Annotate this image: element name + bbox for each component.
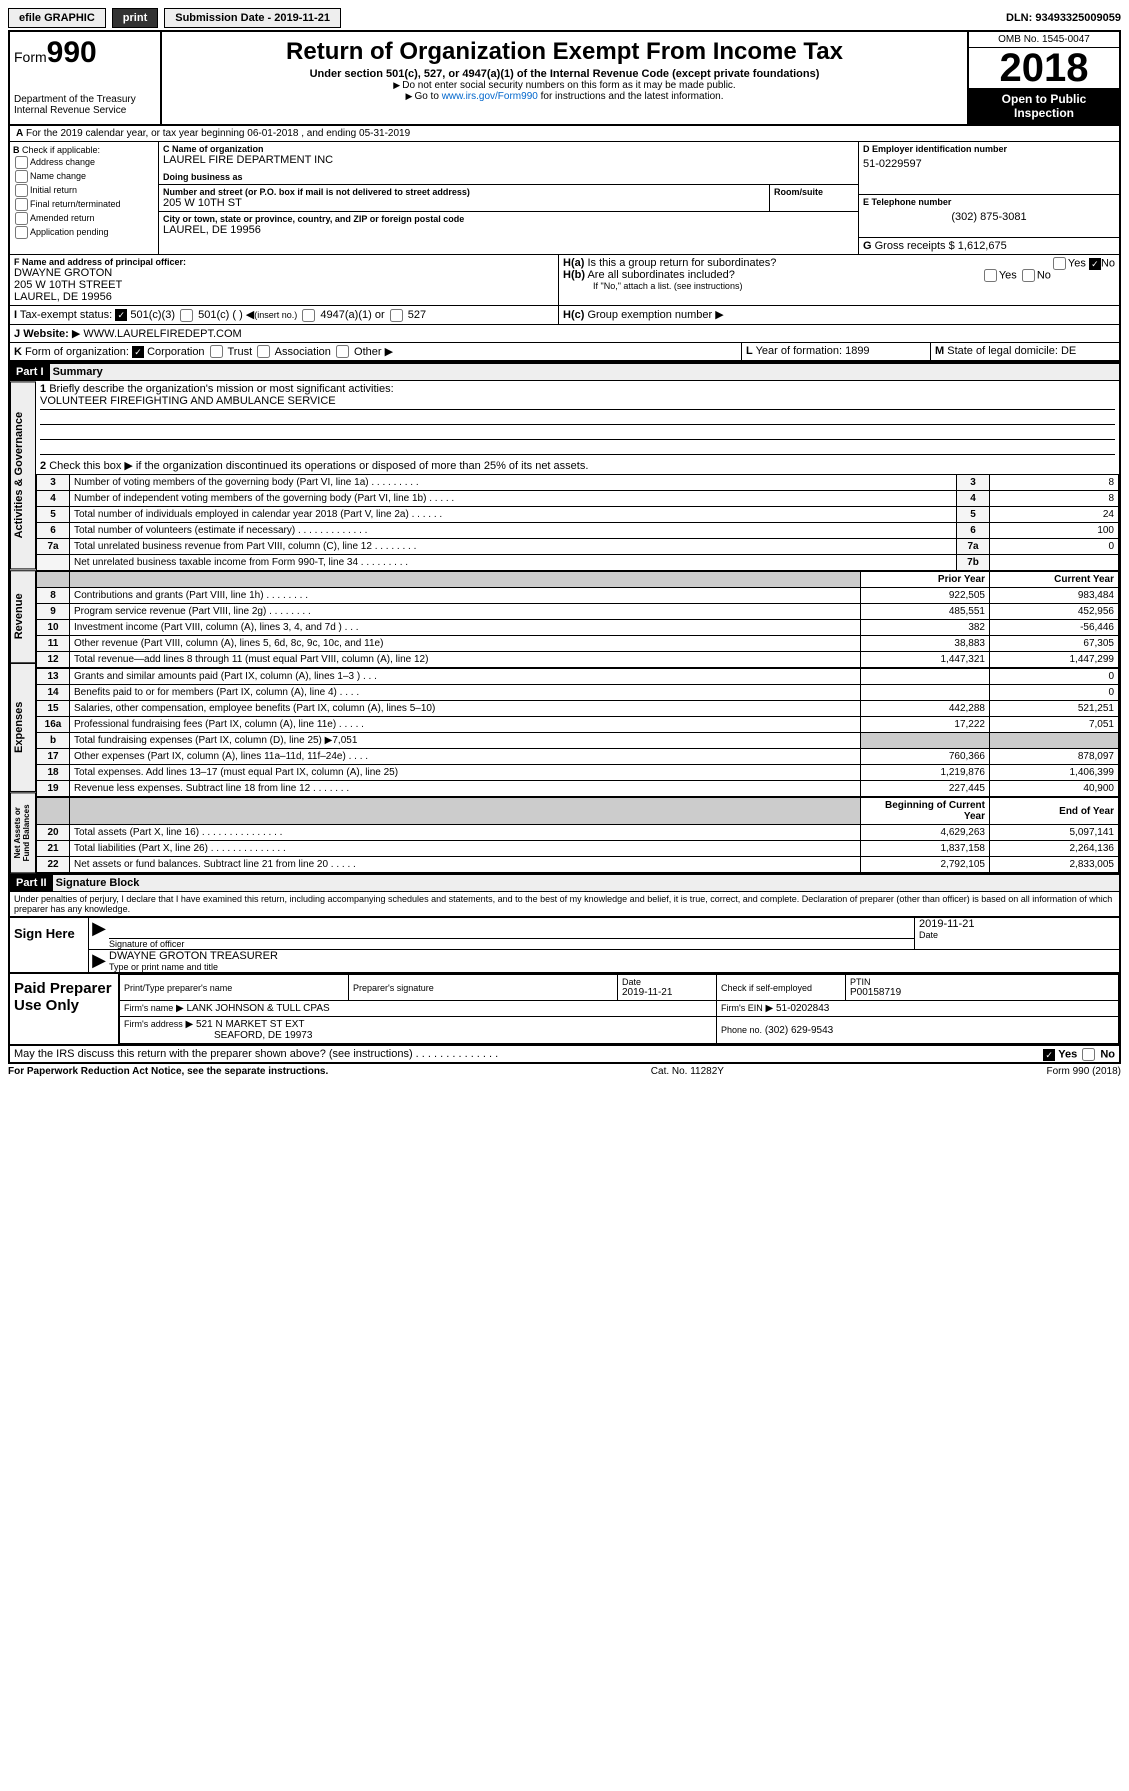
hb-no[interactable] [1022,269,1035,282]
q2-checkbox: 2 Check this box ▶ if the organization d… [36,457,1119,474]
table-activities-governance: 3Number of voting members of the governi… [36,474,1119,571]
cb-501c3-checked[interactable] [115,309,127,321]
table-revenue: Prior YearCurrent Year8Contributions and… [36,571,1119,668]
line-a-tax-year: A For the 2019 calendar year, or tax yea… [10,126,1119,142]
hb-yes[interactable] [984,269,997,282]
efile-button[interactable]: efile GRAPHIC [8,8,106,28]
section-h: H(a) Is this a group return for subordin… [559,255,1119,305]
open-inspection: Open to Public Inspection [969,88,1119,124]
cb-amended[interactable]: Amended return [13,212,155,225]
cb-corp-checked[interactable] [132,346,144,358]
table-net-assets: Beginning of Current YearEnd of Year20To… [36,797,1119,873]
part2-header: Part II Signature Block [10,873,1119,892]
discuss-row: May the IRS discuss this return with the… [10,1046,1119,1062]
gross-receipts: G Gross receipts $ 1,612,675 [859,238,1119,254]
cb-trust[interactable] [210,345,223,358]
top-toolbar: efile GRAPHIC print Submission Date - 20… [8,8,1121,28]
cb-527[interactable] [390,309,403,322]
dept-treasury: Department of the Treasury Internal Reve… [14,94,156,116]
table-expenses: 13Grants and similar amounts paid (Part … [36,668,1119,797]
street-address: Number and street (or P.O. box if mail i… [159,185,769,211]
cb-name-change[interactable]: Name change [13,170,155,183]
cb-final-return[interactable]: Final return/terminated [13,198,155,211]
page-footer: For Paperwork Reduction Act Notice, see … [8,1064,1121,1079]
paid-preparer-section: Paid Preparer Use Only Print/Type prepar… [10,972,1119,1046]
sign-here-section: Sign Here ▶ Signature of officer 2019-11… [10,916,1119,972]
tax-year: 2018 [969,48,1119,88]
form-990: Form990 Department of the Treasury Inter… [8,30,1121,1064]
print-button[interactable]: print [112,8,158,28]
cb-assoc[interactable] [257,345,270,358]
form-subtitle: Under section 501(c), 527, or 4947(a)(1)… [166,68,963,80]
tax-exempt-status: I Tax-exempt status: 501(c)(3) 501(c) ( … [10,306,559,324]
dln-label: DLN: 93493325009059 [1006,12,1121,24]
ein-cell: D Employer identification number 51-0229… [859,142,1119,195]
cb-app-pending[interactable]: Application pending [13,226,155,239]
state-domicile: M State of legal domicile: DE [931,343,1119,361]
website-row: J Website: ▶ WWW.LAURELFIREDEPT.COM [10,325,1119,343]
ssn-note: Do not enter social security numbers on … [166,80,963,91]
hc-group-exemption: H(c) Group exemption number ▶ [559,306,1119,324]
form-number: Form990 [14,36,156,70]
vtab-revenue: Revenue [10,570,36,663]
cb-501c[interactable] [180,309,193,322]
room-suite: Room/suite [769,185,858,211]
cb-address-change[interactable]: Address change [13,156,155,169]
perjury-declaration: Under penalties of perjury, I declare th… [10,892,1119,916]
cb-initial-return[interactable]: Initial return [13,184,155,197]
ha-no-checked[interactable] [1089,258,1101,270]
telephone-cell: E Telephone number (302) 875-3081 [859,195,1119,238]
ha-yes[interactable] [1053,257,1066,270]
vtab-activities: Activities & Governance [10,381,36,569]
vtab-netassets: Net Assets or Fund Balances [10,792,36,873]
part1-header: Part I Summary [10,362,1119,381]
year-formation: L Year of formation: 1899 [742,343,931,361]
principal-officer: F Name and address of principal officer:… [10,255,559,305]
section-b-checkboxes: B Check if applicable: Address change Na… [10,142,159,254]
submission-date-pill: Submission Date - 2019-11-21 [164,8,341,28]
goto-note: Go to www.irs.gov/Form990 for instructio… [166,91,963,102]
q1-mission: 1 Briefly describe the organization's mi… [36,381,1119,457]
discuss-no[interactable] [1082,1048,1095,1061]
form-title: Return of Organization Exempt From Incom… [166,38,963,66]
cb-other[interactable] [336,345,349,358]
cb-4947[interactable] [302,309,315,322]
org-name-cell: C Name of organization LAUREL FIRE DEPAR… [159,142,858,185]
form-of-org: K Form of organization: Corporation Trus… [10,343,742,361]
city-state-zip: City or town, state or province, country… [159,212,858,238]
irs-link[interactable]: www.irs.gov/Form990 [442,91,538,102]
vtab-expenses: Expenses [10,663,36,792]
discuss-yes-checked[interactable] [1043,1049,1055,1061]
